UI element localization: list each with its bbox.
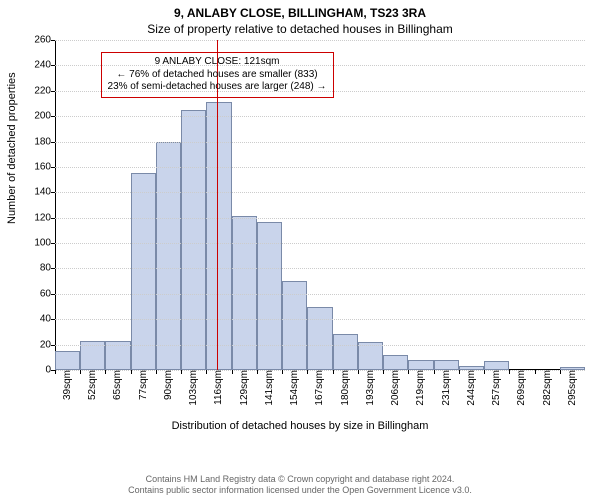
histogram-bar	[333, 334, 358, 370]
x-tick-mark	[55, 370, 56, 374]
y-tick-label: 140	[34, 187, 55, 198]
y-tick-label: 80	[40, 263, 55, 274]
x-tick-label: 295sqm	[564, 370, 578, 406]
x-tick-label: 219sqm	[412, 370, 426, 406]
x-tick-mark	[358, 370, 359, 374]
x-tick-label: 77sqm	[135, 370, 149, 400]
histogram-bar	[408, 360, 433, 370]
x-tick-mark	[181, 370, 182, 374]
y-tick-label: 260	[34, 35, 55, 46]
x-tick-mark	[80, 370, 81, 374]
x-tick-mark	[232, 370, 233, 374]
histogram-bar	[55, 351, 80, 370]
grid-line	[55, 319, 585, 320]
x-tick-label: 154sqm	[286, 370, 300, 406]
chart-title-secondary: Size of property relative to detached ho…	[0, 20, 600, 36]
x-tick-label: 65sqm	[109, 370, 123, 400]
x-tick-label: 167sqm	[311, 370, 325, 406]
grid-line	[55, 268, 585, 269]
y-tick-label: 160	[34, 161, 55, 172]
y-tick-label: 220	[34, 85, 55, 96]
x-tick-mark	[307, 370, 308, 374]
x-tick-mark	[257, 370, 258, 374]
y-tick-label: 100	[34, 238, 55, 249]
x-tick-label: 103sqm	[185, 370, 199, 406]
histogram-bar	[181, 110, 206, 370]
annotation-box: 9 ANLABY CLOSE: 121sqm← 76% of detached …	[101, 52, 334, 98]
y-tick-label: 180	[34, 136, 55, 147]
plot-area: 02040608010012014016018020022024026039sq…	[55, 40, 585, 370]
x-tick-label: 141sqm	[261, 370, 275, 406]
grid-line	[55, 218, 585, 219]
y-tick-label: 0	[45, 365, 55, 376]
x-tick-label: 52sqm	[84, 370, 98, 400]
x-tick-mark	[535, 370, 536, 374]
x-tick-label: 180sqm	[337, 370, 351, 406]
histogram-bar	[156, 142, 181, 370]
chart-container: { "header": { "title_primary": "9, ANLAB…	[0, 0, 600, 500]
annotation-line: ← 76% of detached houses are smaller (83…	[108, 69, 327, 82]
y-tick-label: 200	[34, 111, 55, 122]
footer-attribution: Contains HM Land Registry data © Crown c…	[0, 474, 600, 497]
x-tick-mark	[383, 370, 384, 374]
annotation-line: 23% of semi-detached houses are larger (…	[108, 81, 327, 94]
x-tick-mark	[509, 370, 510, 374]
x-tick-mark	[206, 370, 207, 374]
x-tick-mark	[105, 370, 106, 374]
x-tick-mark	[459, 370, 460, 374]
histogram-bar	[383, 355, 408, 370]
annotation-line: 9 ANLABY CLOSE: 121sqm	[108, 56, 327, 69]
grid-line	[55, 294, 585, 295]
chart-title-primary: 9, ANLABY CLOSE, BILLINGHAM, TS23 3RA	[0, 0, 600, 20]
x-tick-label: 193sqm	[362, 370, 376, 406]
grid-line	[55, 167, 585, 168]
x-tick-mark	[408, 370, 409, 374]
y-tick-label: 40	[40, 314, 55, 325]
x-axis-label: Distribution of detached houses by size …	[0, 420, 600, 432]
x-tick-mark	[484, 370, 485, 374]
y-tick-label: 60	[40, 288, 55, 299]
histogram-bar	[484, 361, 509, 370]
x-tick-label: 269sqm	[513, 370, 527, 406]
grid-line	[55, 116, 585, 117]
x-tick-label: 244sqm	[463, 370, 477, 406]
x-tick-mark	[434, 370, 435, 374]
x-tick-label: 90sqm	[160, 370, 174, 400]
x-tick-mark	[282, 370, 283, 374]
x-tick-label: 231sqm	[438, 370, 452, 406]
y-tick-label: 240	[34, 60, 55, 71]
x-tick-label: 257sqm	[488, 370, 502, 406]
histogram-bar	[131, 173, 156, 370]
grid-line	[55, 40, 585, 41]
plot-wrap: Number of detached properties 0204060801…	[0, 40, 600, 420]
x-tick-label: 282sqm	[539, 370, 553, 406]
grid-line	[55, 142, 585, 143]
x-tick-mark	[560, 370, 561, 374]
histogram-bar	[358, 342, 383, 370]
x-tick-mark	[131, 370, 132, 374]
grid-line	[55, 243, 585, 244]
x-tick-mark	[156, 370, 157, 374]
x-tick-label: 39sqm	[59, 370, 73, 400]
x-tick-mark	[333, 370, 334, 374]
y-tick-label: 120	[34, 212, 55, 223]
y-tick-label: 20	[40, 339, 55, 350]
x-tick-label: 129sqm	[236, 370, 250, 406]
footer-line-2: Contains public sector information licen…	[0, 485, 600, 496]
footer-line-1: Contains HM Land Registry data © Crown c…	[0, 474, 600, 485]
histogram-bar	[307, 307, 332, 370]
x-tick-label: 206sqm	[387, 370, 401, 406]
x-tick-label: 116sqm	[210, 370, 224, 405]
histogram-bar	[434, 360, 459, 370]
grid-line	[55, 345, 585, 346]
grid-line	[55, 192, 585, 193]
y-axis-label: Number of detached properties	[6, 72, 18, 224]
